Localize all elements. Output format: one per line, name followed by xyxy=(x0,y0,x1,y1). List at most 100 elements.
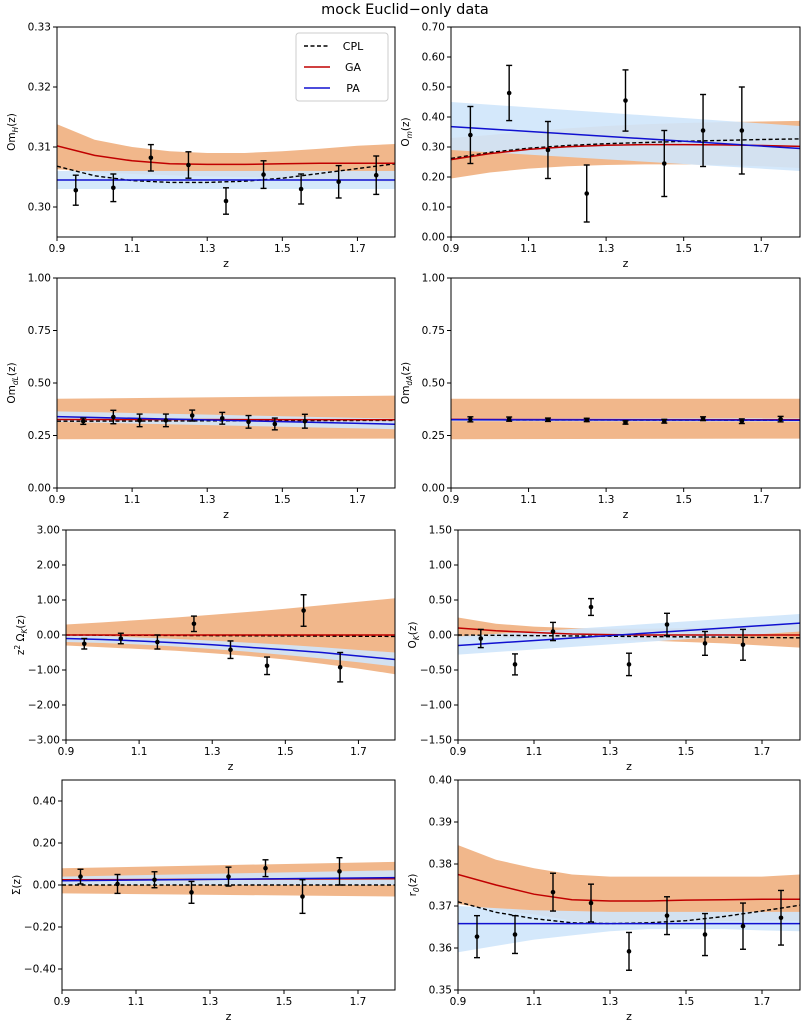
data-point xyxy=(223,198,229,204)
y-label-subscript: m xyxy=(405,131,414,138)
x-tick-label: 0.9 xyxy=(49,243,66,255)
x-tick-label: 1.3 xyxy=(598,243,615,255)
data-point xyxy=(298,186,304,192)
y-tick-label: −0.20 xyxy=(24,922,56,934)
y-tick-label: 0.30 xyxy=(28,202,51,214)
data-point xyxy=(301,608,306,613)
data-point xyxy=(73,187,79,193)
y-tick-label: 0.00 xyxy=(422,483,445,495)
y-axis-label: r0(z) xyxy=(407,874,421,897)
pa-band-confidence xyxy=(458,906,800,953)
data-point xyxy=(80,418,86,424)
x-tick-label: 1.1 xyxy=(124,494,141,506)
data-point xyxy=(545,147,551,153)
y-tick-label: 0.39 xyxy=(429,817,452,829)
ga-line xyxy=(458,873,800,902)
y-label-main: Σ(z) xyxy=(11,875,23,895)
y-label-tail: (z) xyxy=(15,615,27,629)
pa-line xyxy=(458,622,800,647)
y-tick-label: 0.32 xyxy=(28,82,51,94)
data-point xyxy=(152,877,157,883)
x-axis-label: z xyxy=(623,508,629,521)
x-tick-label: 1.5 xyxy=(678,746,695,758)
x-tick-label: 1.1 xyxy=(526,746,543,758)
x-tick-label: 1.7 xyxy=(753,243,770,255)
x-tick-label: 0.9 xyxy=(450,746,467,758)
panel-om: 0.9 1.1 1.3 1.5 1.7 0.00 0.10 0.20 0.30 0.40 0.50 0… xyxy=(400,22,801,270)
data-point xyxy=(739,128,745,133)
x-tick-label: 1.1 xyxy=(131,746,148,758)
y-tick-label: 1.00 xyxy=(422,273,445,285)
plot-area xyxy=(458,597,800,677)
y-tick-label: 0.00 xyxy=(28,483,51,495)
y-tick-label: 2.00 xyxy=(37,560,60,572)
y-tick-label: 0.20 xyxy=(33,838,56,850)
data-point xyxy=(272,421,278,427)
data-point xyxy=(740,923,746,929)
data-point xyxy=(588,900,594,906)
x-tick-label: 1.1 xyxy=(124,243,141,255)
y-tick-label: 0.00 xyxy=(429,630,452,642)
x-tick-label: 1.3 xyxy=(598,494,615,506)
data-point xyxy=(661,161,667,166)
y-axis-label: z2 ΩK(z) xyxy=(13,615,29,655)
y-tick-label: −1.00 xyxy=(420,700,452,712)
y-tick-label: 0.38 xyxy=(429,859,452,871)
data-point xyxy=(702,932,708,937)
x-axis-label: z xyxy=(223,508,229,521)
y-tick-label: 0.40 xyxy=(33,796,56,808)
data-point xyxy=(588,604,594,610)
y-tick-label: 0.00 xyxy=(37,630,60,642)
x-tick-label: 1.7 xyxy=(349,494,366,506)
data-point xyxy=(137,418,142,423)
y-tick-label: 0.75 xyxy=(28,325,51,337)
x-tick-label: 0.9 xyxy=(58,746,75,758)
axes-frame xyxy=(450,26,801,238)
y-tick-label: 3.00 xyxy=(37,525,60,537)
data-point xyxy=(623,420,628,425)
data-point xyxy=(302,418,308,424)
y-label-tail: (z) xyxy=(400,362,412,376)
cpl-line xyxy=(458,634,800,639)
data-point xyxy=(478,636,484,641)
y-tick-label: −2.00 xyxy=(28,700,60,712)
axes-frame xyxy=(56,277,396,489)
y-label-subscript: K xyxy=(20,627,29,633)
x-axis-label: z xyxy=(228,760,234,773)
x-tick-label: 0.9 xyxy=(54,996,71,1008)
y-label-main: O xyxy=(400,138,412,146)
data-point xyxy=(186,162,191,168)
data-point xyxy=(506,416,512,422)
x-tick-label: 1.3 xyxy=(602,996,619,1008)
y-label-superscript: 2 xyxy=(13,645,22,650)
x-tick-label: 1.3 xyxy=(602,746,619,758)
cpl-line xyxy=(451,138,800,160)
pa-band-confidence xyxy=(451,102,800,171)
data-point xyxy=(111,414,116,420)
legend-box xyxy=(295,32,389,102)
y-tick-label: 0.35 xyxy=(429,985,452,997)
y-tick-label: 0.33 xyxy=(28,22,51,34)
data-point xyxy=(300,894,305,899)
panel-z2ok: 0.9 1.1 1.3 1.5 1.7 −3.00 −2.00 −1.00 0.00 1.00 2.… xyxy=(13,525,396,773)
data-point xyxy=(512,662,518,667)
plot-area xyxy=(57,395,395,440)
y-tick-label: −0.40 xyxy=(24,964,56,976)
data-point xyxy=(155,639,160,645)
data-point xyxy=(474,934,480,939)
y-tick-label: 1.00 xyxy=(429,560,452,572)
data-point xyxy=(623,98,628,103)
x-tick-label: 1.5 xyxy=(274,243,291,255)
data-point xyxy=(111,185,116,191)
x-tick-label: 1.7 xyxy=(350,996,367,1008)
y-tick-label: 1.00 xyxy=(37,595,60,607)
plot-area xyxy=(62,857,395,915)
data-point xyxy=(506,90,512,96)
plot-area xyxy=(66,594,395,683)
x-axis-label: z xyxy=(623,257,629,270)
pa-band-confidence xyxy=(66,635,395,667)
x-axis-label: z xyxy=(226,1010,232,1023)
y-tick-label: −1.00 xyxy=(28,665,60,677)
data-point xyxy=(700,128,706,133)
y-label-main: r xyxy=(407,891,419,896)
